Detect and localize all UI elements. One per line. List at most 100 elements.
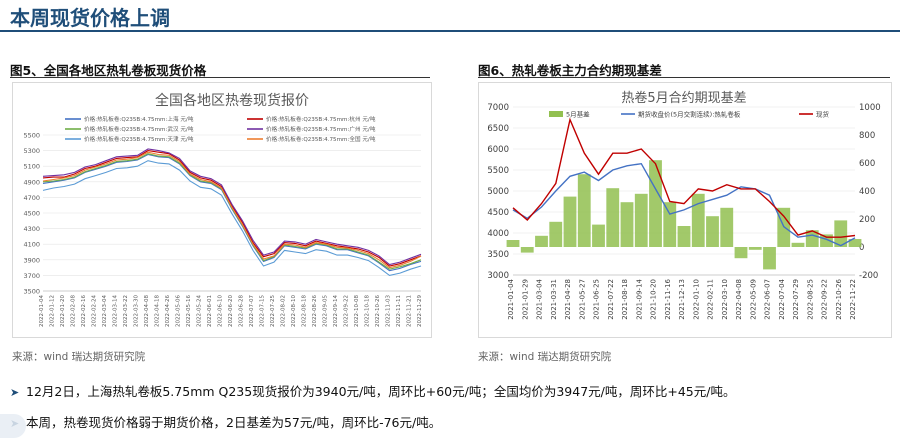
x-tick-label: 2022-11-22: [849, 279, 857, 320]
y-tick-label: 4300: [23, 225, 40, 233]
y-tick-label: 3700: [23, 272, 40, 280]
series-line: [512, 162, 856, 247]
y-tick-label: 4100: [23, 241, 40, 249]
x-tick-label: 2021-03-31: [550, 279, 558, 320]
legend-label: 5月基差: [566, 110, 590, 119]
y-tick-label: 4500: [23, 210, 40, 218]
x-tick-label: 2022-09-14: [333, 295, 339, 327]
basis-bar: [563, 196, 577, 247]
x-tick-label: 2022-03-10: [721, 279, 729, 320]
basis-bar: [677, 226, 691, 247]
basis-bar: [734, 247, 748, 259]
x-tick-label: 2022-04-08: [144, 295, 150, 327]
x-tick-label: 2021-07-22: [607, 279, 615, 320]
x-tick-label: 2022-02-24: [92, 295, 98, 327]
basis-bar: [805, 230, 819, 247]
basis-bar: [620, 202, 634, 247]
basis-bar: [634, 193, 648, 247]
x-tick-label: 2022-04-18: [155, 295, 161, 327]
x-tick-label: 2022-10-08: [354, 295, 360, 327]
y-right-tick-label: 0: [859, 243, 864, 253]
series-line: [42, 151, 422, 269]
figure6-panel: 热卷5月合约期现基差 3000 3500 4000 4500 5000 5500 6000 65…: [478, 82, 892, 338]
x-tick-label: 2022-01-04: [39, 295, 45, 327]
x-tick-label: 2022-07-04: [778, 278, 786, 319]
x-tick-label: 2022-08-26: [312, 295, 318, 327]
y-right-tick-label: 1000: [859, 103, 881, 113]
legend-label: 价格:热轧板卷:Q235B:4.75mm:杭州 元/吨: [266, 115, 376, 123]
y-tick-label: 5000: [487, 187, 509, 197]
basis-bar: [848, 239, 862, 247]
x-tick-label: 2022-07-25: [270, 295, 276, 327]
x-tick-label: 2021-01-29: [521, 279, 529, 320]
legend-swatch: [549, 111, 563, 117]
x-tick-label: 2022-09-05: [323, 295, 329, 327]
legend-label: 价格:热轧板卷:Q235B:4.75mm:上海 元/吨: [84, 115, 194, 123]
x-tick-label: 2021-03-04: [536, 278, 544, 319]
x-tick-label: 2021-01-04: [507, 278, 515, 319]
x-tick-label: 2022-01-12: [50, 295, 56, 327]
x-tick-label: 2022-06-10: [218, 295, 224, 327]
x-tick-label: 2022-09-22: [344, 295, 350, 327]
x-tick-label: 2022-08-02: [281, 295, 287, 327]
y-tick-label: 4900: [23, 178, 40, 186]
basis-bar: [791, 242, 805, 247]
figure6-divider: [478, 77, 890, 78]
bullet-item-2: ➤本周，热卷现货价格弱于期货价格，2日基差为57元/吨，周环比-76元/吨。: [10, 412, 441, 431]
y-tick-label: 6000: [487, 145, 509, 155]
y-tick-label: 3000: [487, 271, 509, 281]
basis-bar: [592, 224, 605, 247]
y-tick-label: 3900: [23, 256, 40, 264]
x-tick-label: 2022-04-26: [165, 295, 171, 327]
basis-bar: [549, 221, 563, 247]
legend-label: 现货: [816, 110, 830, 119]
basis-bar: [649, 160, 662, 247]
legend-label: 价格:热轧板卷:Q235B:4.75mm:全国 元/吨: [266, 135, 376, 143]
figure6-source: 来源：wind 瑞达期货研究院: [478, 351, 612, 363]
legend-label: 价格:热轧板卷:Q235B:4.75mm:武汉 元/吨: [84, 125, 194, 133]
legend-label: 期货收盘价(5月交割连续):热轧卷板: [638, 110, 741, 119]
legend-label: 价格:热轧板卷:Q235B:4.75mm:广州 元/吨: [266, 125, 376, 133]
x-tick-label: 2022-07-15: [260, 295, 266, 327]
chart-title: 全国各地区热卷现货报价: [155, 92, 309, 109]
y-right-tick-label: 400: [859, 187, 875, 197]
series-line: [42, 148, 422, 266]
x-tick-label: 2022-03-04: [102, 295, 108, 327]
x-tick-label: 2022-11-03: [386, 295, 392, 327]
basis-bar: [506, 240, 520, 247]
x-tick-label: 2021-09-14: [635, 278, 643, 319]
y-tick-label: 4700: [23, 194, 40, 202]
x-tick-label: 2021-12-13: [678, 279, 686, 320]
x-tick-label: 2022-07-07: [249, 295, 255, 327]
y-right-tick-label: -200: [859, 271, 878, 281]
figure5-panel: 全国各地区热卷现货报价 3500 3700 3900 4100 4300 4500 4700 4…: [12, 82, 432, 338]
x-tick-label: 2022-01-20: [60, 295, 66, 327]
x-tick-label: 2022-05-24: [197, 295, 203, 327]
x-tick-label: 2022-07-29: [792, 279, 800, 320]
x-tick-label: 2022-04-08: [735, 279, 743, 320]
basis-bar: [606, 188, 620, 247]
basis-bar: [577, 174, 591, 247]
basis-bar: [763, 247, 776, 270]
series-line: [42, 160, 422, 276]
series-line: [42, 150, 422, 267]
x-tick-label: 2022-05-06: [176, 295, 182, 327]
figure6-caption: 图6、热轧卷板主力合约期现基差: [478, 63, 662, 78]
x-tick-label: 2022-08-25: [806, 279, 814, 320]
x-tick-label: 2022-03-14: [113, 295, 119, 327]
y-tick-label: 5100: [23, 163, 40, 171]
x-tick-label: 2022-05-09: [749, 279, 757, 320]
bullet-text-1: 12月2日，上海热轧卷板5.75mm Q235现货报价为3940元/吨，周环比+…: [26, 384, 736, 399]
bullet-text-2: 本周，热卷现货价格弱于期货价格，2日基差为57元/吨，周环比-76元/吨。: [26, 415, 442, 430]
basis-bar: [720, 207, 734, 247]
x-tick-label: 2021-08-18: [621, 279, 629, 320]
legend-label: 价格:热轧板卷:Q235B:4.75mm:天津 元/吨: [84, 135, 194, 143]
figure5-source: 来源：wind 瑞达期货研究院: [12, 351, 146, 363]
x-tick-label: 2022-06-01: [207, 295, 213, 327]
x-tick-label: 2022-02-11: [707, 279, 715, 320]
x-tick-label: 2022-01-10: [692, 279, 700, 320]
y-tick-label: 3500: [487, 250, 509, 260]
y-right-tick-label: 800: [859, 131, 875, 141]
x-tick-label: 2021-06-25: [593, 279, 601, 320]
y-right-tick-label: 600: [859, 159, 875, 169]
